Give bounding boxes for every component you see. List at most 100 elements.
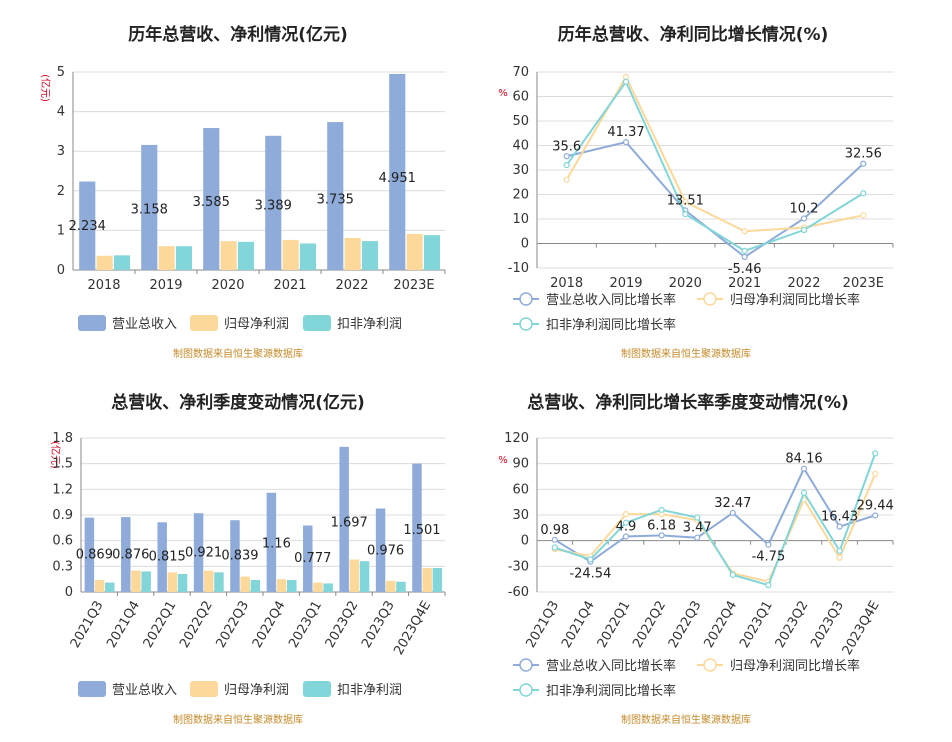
x-tick-label: 2021Q4 [104, 599, 143, 651]
y-tick-label: 40 [512, 139, 529, 154]
x-tick-label: 2019 [149, 278, 182, 293]
bar-2 [406, 233, 423, 270]
x-tick-label: 2018 [87, 278, 120, 293]
bar-1 [203, 128, 220, 270]
series-point-3 [682, 211, 689, 218]
y-tick-label: 0.6 [52, 534, 73, 549]
series-point-1 [800, 465, 808, 472]
y-tick-label: 120 [504, 431, 529, 446]
y-tick-label: 20 [512, 188, 529, 203]
legend-label: 营业总收入 [112, 683, 177, 698]
data-label: 1.501 [403, 523, 440, 538]
series-point-1 [872, 512, 879, 519]
x-tick-label: 2021 [728, 276, 761, 291]
bar-2 [344, 237, 361, 270]
chart-panel-2: 历年总营收、净利同比增长情况(%)% -10 0 10 20 30 40 50 60 70 2018… [498, 24, 894, 360]
y-tick-label: 30 [512, 163, 529, 178]
y-tick-label: 0 [57, 263, 65, 278]
series-point-1 [729, 509, 736, 516]
series-point-2 [872, 470, 879, 478]
bar-3 [250, 580, 261, 592]
series-point-2 [836, 554, 843, 561]
x-tick-label: 2020 [669, 276, 702, 291]
source-note: 制图数据来自恒生聚源数据库 [173, 713, 303, 726]
y-tick-label: 1 [57, 223, 65, 238]
bar-2 [313, 582, 323, 592]
series-point-3 [800, 489, 808, 496]
legend-marker-2 [703, 658, 717, 672]
y-tick-label: 50 [512, 114, 529, 129]
bar-3 [359, 561, 370, 592]
bar-1 [327, 122, 344, 271]
x-tick-label: 2021Q3 [523, 599, 562, 651]
series-point-3 [860, 190, 867, 197]
bar-1 [157, 522, 167, 592]
series-point-3 [622, 519, 630, 526]
bar-1 [412, 463, 422, 592]
legend-marker-1 [519, 658, 533, 672]
bar-3 [432, 568, 443, 592]
legend-marker-3 [519, 683, 533, 697]
bar-3 [141, 571, 151, 592]
bar-1 [79, 181, 96, 270]
bar-3 [361, 241, 379, 270]
data-label: 3.47 [683, 521, 712, 536]
legend-label: 归母净利润 [224, 683, 289, 698]
y-tick-label: 30 [512, 508, 529, 523]
x-tick-label: 2020 [211, 278, 244, 293]
series-point-1 [622, 533, 630, 540]
bar-1 [230, 520, 240, 592]
x-tick-label: 2023Q3 [359, 599, 398, 651]
chart-panel-3: 总营收、净利季度变动情况(亿元) (亿元) 0 0.3 0.6 0.9 1.2 1.5 1.8 2… [49, 392, 446, 726]
bar-3 [396, 581, 406, 592]
bar-2 [240, 576, 250, 592]
data-label: 35.6 [552, 139, 581, 154]
data-label: 4.951 [379, 171, 416, 186]
chart-title: 总营收、净利同比增长率季度变动情况(%) [527, 392, 849, 413]
x-tick-label: 2022Q2 [630, 599, 669, 651]
series-line-3 [565, 79, 864, 252]
legend-swatch-3 [303, 681, 331, 697]
bar-2 [167, 572, 178, 592]
data-label: 32.56 [845, 147, 882, 162]
legend-label: 营业总收入 [112, 317, 177, 332]
bar-2 [276, 579, 287, 592]
data-label: 13.51 [667, 193, 704, 208]
bar-2 [282, 239, 299, 270]
data-label: 0.777 [294, 551, 331, 566]
y-tick-label: 60 [512, 482, 529, 497]
bar-1 [339, 446, 349, 592]
bar-3 [287, 580, 297, 592]
legend-swatch-1 [78, 681, 106, 697]
legend-swatch-2 [190, 681, 218, 697]
source-note: 制图数据来自恒生聚源数据库 [621, 713, 751, 726]
legend-swatch-1 [78, 315, 106, 331]
series-point-1 [694, 534, 701, 541]
bar-2 [422, 568, 432, 592]
y-tick-label: 10 [512, 212, 529, 227]
y-tick-label: 1.8 [52, 431, 73, 446]
bar-1 [375, 508, 386, 592]
x-tick-label: 2022Q2 [177, 599, 216, 651]
series-point-1 [836, 523, 843, 530]
data-label: 6.18 [647, 518, 676, 533]
bar-2 [94, 580, 105, 592]
y-tick-label: 70 [512, 65, 529, 80]
bar-2 [131, 570, 141, 592]
series-line-3 [554, 453, 877, 587]
data-label: 2.234 [69, 219, 106, 234]
bar-1 [265, 135, 282, 270]
y-axis-unit: % [498, 88, 508, 99]
series-point-3 [658, 506, 665, 513]
x-tick-label: 2022 [787, 276, 820, 291]
data-label: 3.389 [255, 199, 292, 214]
legend-swatch-2 [190, 315, 218, 331]
x-tick-label: 2022Q3 [213, 599, 252, 651]
series-point-2 [741, 228, 748, 235]
series-point-3 [729, 571, 736, 578]
data-label: 0.876 [112, 547, 149, 562]
series-point-1 [551, 536, 558, 543]
legend-label: 扣非净利润同比增长率 [546, 683, 676, 699]
source-note: 制图数据来自恒生聚源数据库 [621, 347, 751, 360]
data-label: 0.839 [221, 549, 258, 564]
